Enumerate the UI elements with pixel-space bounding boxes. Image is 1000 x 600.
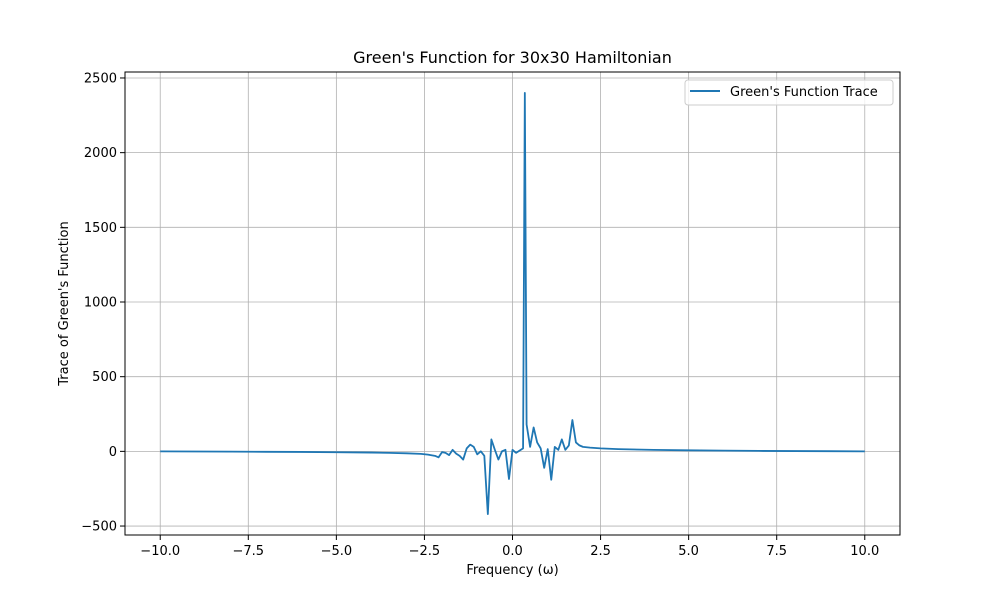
legend-label: Green's Function Trace — [730, 85, 878, 100]
legend: Green's Function Trace — [684, 79, 894, 106]
x-axis-label: Frequency (ω) — [466, 563, 558, 578]
tick-layer: −10.0 −7.5 −5.0 −2.5 0.0 2.5 5.0 7.5 10.0 −500 0 50… — [81, 71, 879, 559]
series-line — [160, 92, 865, 515]
series-layer — [160, 92, 865, 515]
legend-box — [684, 79, 894, 106]
y-tick-label: 2500 — [84, 71, 117, 86]
y-tick-label: 2000 — [84, 146, 117, 161]
x-tick-label: −10.0 — [140, 544, 180, 559]
x-tick-label: 5.0 — [678, 544, 699, 559]
x-tick-label: 2.5 — [590, 544, 611, 559]
x-tick-label: −5.0 — [321, 544, 353, 559]
y-tick-label: 0 — [109, 445, 117, 460]
y-axis-label: Trace of Green's Function — [57, 221, 72, 386]
y-tick-label: 1000 — [84, 296, 117, 311]
x-tick-label: −2.5 — [409, 544, 441, 559]
y-tick-label: 1500 — [84, 221, 117, 236]
x-tick-label: −7.5 — [233, 544, 265, 559]
x-tick-label: 0.0 — [502, 544, 523, 559]
x-tick-label: 7.5 — [766, 544, 787, 559]
y-tick-label: −500 — [81, 520, 117, 535]
chart-title: Green's Function for 30x30 Hamiltonian — [353, 48, 672, 67]
y-tick-label: 500 — [92, 370, 117, 385]
x-tick-label: 10.0 — [850, 544, 879, 559]
